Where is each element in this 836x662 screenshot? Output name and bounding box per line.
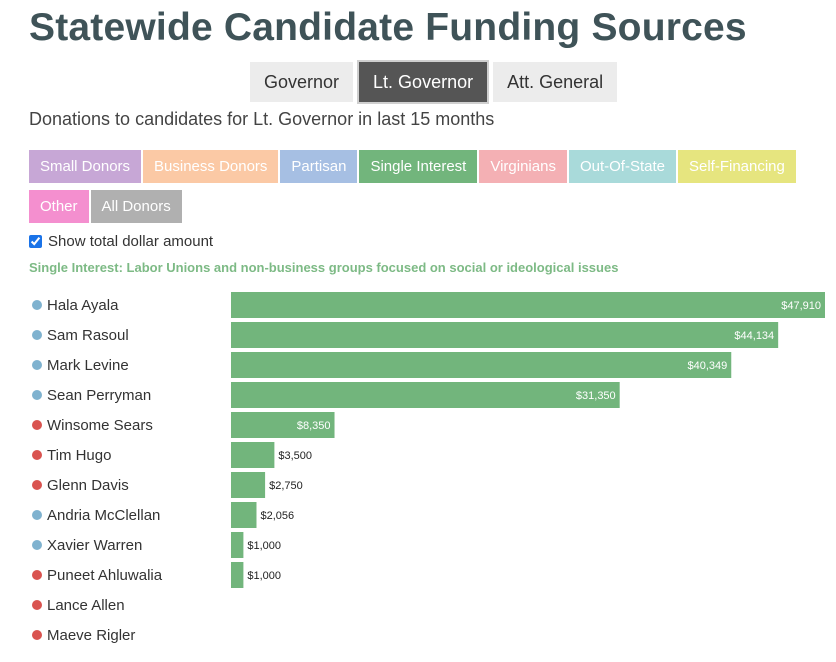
candidate-name: Maeve Rigler [47, 627, 135, 644]
page-title: Statewide Candidate Funding Sources [29, 6, 747, 49]
candidate-row: Glenn Davis $2,750 [32, 472, 303, 498]
candidate-name: Mark Levine [47, 357, 129, 374]
value-label: $2,056 [260, 510, 294, 522]
party-dot [32, 330, 42, 340]
party-dot [32, 390, 42, 400]
bar [231, 382, 620, 408]
candidate-name: Xavier Warren [47, 537, 142, 554]
bar [231, 352, 732, 378]
party-dot [32, 600, 42, 610]
bar [231, 472, 266, 498]
category-button-single-interest[interactable]: Single Interest [359, 150, 478, 183]
value-label: $8,350 [297, 420, 331, 432]
party-dot [32, 360, 42, 370]
candidate-row: Sam Rasoul $44,134 [32, 322, 779, 348]
candidate-name: Lance Allen [47, 597, 125, 614]
category-filter-row-2: Other All Donors [29, 190, 182, 223]
bar [231, 562, 244, 588]
value-label: $1,000 [247, 540, 281, 552]
candidate-name: Tim Hugo [47, 447, 111, 464]
party-dot [32, 540, 42, 550]
value-label: $47,910 [781, 300, 821, 312]
office-tabs: Governor Lt. Governor Att. General [250, 60, 618, 104]
category-button-other[interactable]: Other [29, 190, 89, 223]
candidate-row: Winsome Sears $8,350 [32, 412, 335, 438]
category-filter-row-1: Small Donors Business Donors Partisan Singl… [29, 150, 796, 183]
bar [231, 292, 825, 318]
office-tab-lt-governor[interactable]: Lt. Governor [357, 60, 490, 104]
bar [231, 412, 335, 438]
candidate-row: Tim Hugo $3,500 [32, 442, 312, 468]
candidate-row: Puneet Ahluwalia $1,000 [32, 562, 281, 588]
bar [231, 442, 275, 468]
party-dot [32, 450, 42, 460]
party-dot [32, 570, 42, 580]
category-button-all-donors[interactable]: All Donors [90, 190, 182, 223]
show-total-checkbox[interactable] [29, 234, 42, 248]
party-dot [32, 300, 42, 310]
category-button-business-donors[interactable]: Business Donors [143, 150, 279, 183]
subtitle: Donations to candidates for Lt. Governor… [29, 109, 495, 129]
category-button-partisan[interactable]: Partisan [280, 150, 358, 183]
value-label: $2,750 [269, 480, 303, 492]
candidate-name: Andria McClellan [47, 507, 160, 524]
category-button-small-donors[interactable]: Small Donors [29, 150, 142, 183]
office-tab-governor[interactable]: Governor [250, 62, 354, 102]
candidate-name: Sam Rasoul [47, 327, 129, 344]
office-tab-att-general[interactable]: Att. General [493, 62, 618, 102]
value-label: $40,349 [687, 360, 727, 372]
value-label: $1,000 [247, 570, 281, 582]
candidate-row: Sean Perryman $31,350 [32, 382, 620, 408]
candidate-row: Hala Ayala $47,910 [32, 292, 825, 318]
candidate-row: Maeve Rigler [32, 627, 135, 644]
candidate-row: Mark Levine $40,349 [32, 352, 732, 378]
party-dot [32, 630, 42, 640]
candidate-name: Sean Perryman [47, 387, 151, 404]
candidate-row: Lance Allen [32, 597, 125, 614]
party-dot [32, 420, 42, 430]
party-dot [32, 510, 42, 520]
candidate-name: Glenn Davis [47, 477, 129, 494]
category-button-out-of-state[interactable]: Out-Of-State [568, 150, 676, 183]
show-total-label: Show total dollar amount [48, 232, 214, 250]
show-total-toggle[interactable]: Show total dollar amount [29, 232, 213, 250]
category-button-self-financing[interactable]: Self-Financing [677, 150, 796, 183]
value-label: $44,134 [734, 330, 774, 342]
bar [231, 532, 244, 558]
candidate-name: Puneet Ahluwalia [47, 567, 163, 584]
candidate-row: Xavier Warren $1,000 [32, 532, 281, 558]
category-description: Single Interest: Labor Unions and non-bu… [29, 260, 619, 275]
candidate-name: Winsome Sears [47, 417, 153, 434]
candidate-name: Hala Ayala [47, 297, 119, 314]
value-label: $3,500 [278, 450, 312, 462]
candidate-row: Andria McClellan $2,056 [32, 502, 294, 528]
category-button-virginians[interactable]: Virginians [479, 150, 567, 183]
bar [231, 502, 257, 528]
value-label: $31,350 [576, 390, 616, 402]
bar [231, 322, 779, 348]
party-dot [32, 480, 42, 490]
